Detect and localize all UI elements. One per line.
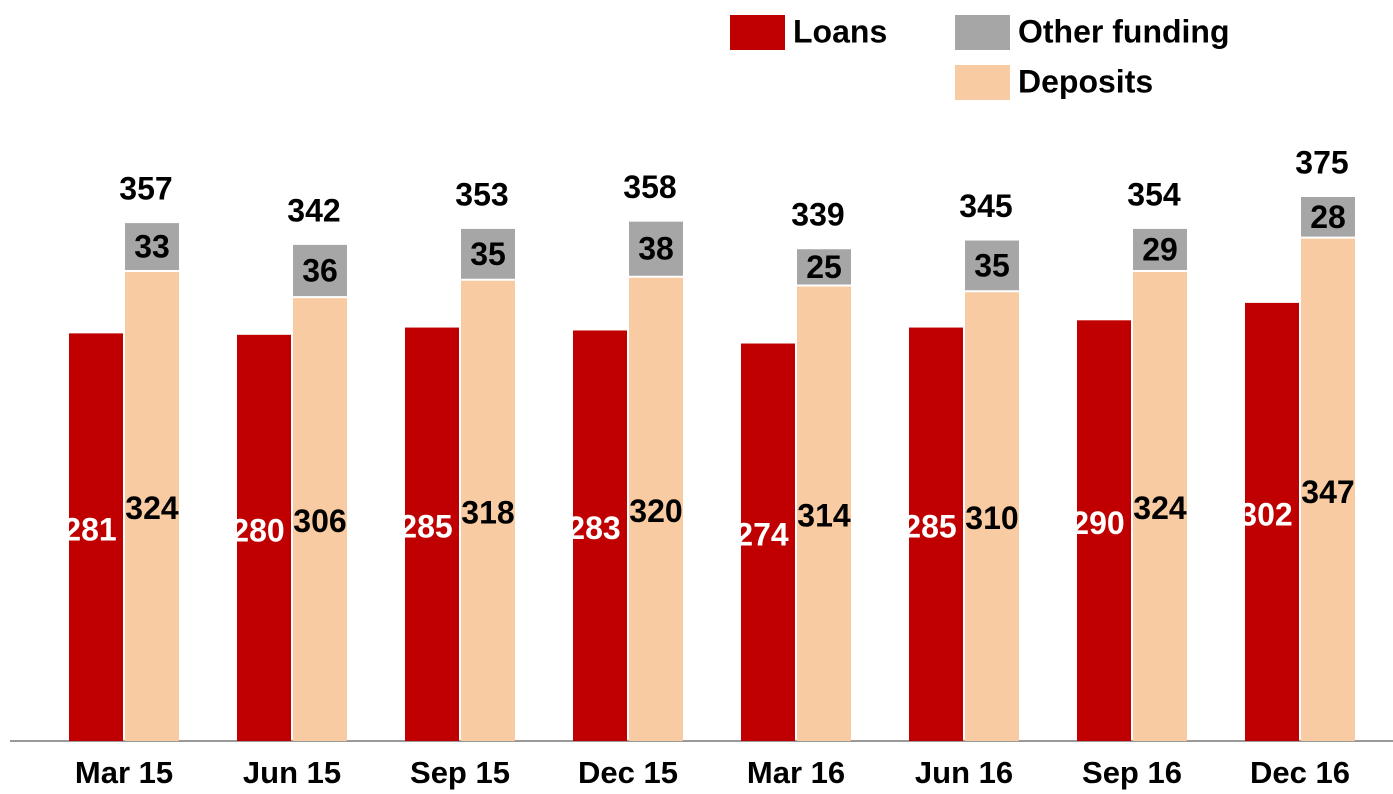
legend-swatch [955, 65, 1010, 100]
value-label: 28 [1310, 199, 1346, 235]
bar [237, 334, 291, 741]
bar [69, 333, 123, 741]
value-label: 324 [1133, 490, 1187, 526]
value-label: 35 [470, 236, 506, 272]
x-tick-label: Mar 16 [747, 755, 845, 790]
x-tick-label: Sep 15 [410, 755, 510, 790]
value-label: 33 [134, 229, 170, 265]
total-label: 354 [1127, 176, 1181, 212]
value-label: 320 [629, 493, 682, 529]
bar [1133, 270, 1187, 741]
bar [909, 327, 963, 741]
total-label: 345 [959, 188, 1012, 224]
value-label: 290 [1071, 505, 1124, 541]
total-label: 357 [119, 171, 172, 207]
x-tick-label: Jun 15 [243, 755, 341, 790]
value-label: 285 [903, 509, 956, 545]
bar [965, 291, 1019, 741]
value-label: 302 [1239, 496, 1292, 532]
value-label: 281 [63, 512, 116, 548]
value-label: 38 [638, 231, 674, 267]
value-label: 324 [125, 490, 179, 526]
value-label: 29 [1142, 231, 1178, 267]
bar [1245, 302, 1299, 741]
bar [461, 279, 515, 741]
bar [1077, 320, 1131, 741]
value-label: 25 [806, 249, 842, 285]
value-label: 347 [1301, 474, 1354, 510]
x-tick-label: Dec 16 [1250, 755, 1350, 790]
value-label: 283 [567, 510, 620, 546]
value-label: 306 [293, 503, 346, 539]
bar [797, 249, 851, 286]
legend-label: Deposits [1018, 63, 1153, 99]
total-label: 339 [791, 197, 844, 233]
x-tick-label: Sep 16 [1082, 755, 1182, 790]
total-label: 342 [287, 192, 340, 228]
value-label: 35 [974, 247, 1010, 283]
bar [293, 244, 347, 298]
value-label: 280 [231, 512, 284, 548]
value-label: 285 [399, 509, 452, 545]
total-label: 353 [455, 176, 508, 212]
bar [125, 270, 179, 741]
bar [573, 330, 627, 741]
legend-label: Loans [793, 13, 887, 49]
value-label: 318 [461, 494, 514, 530]
value-label: 310 [965, 500, 1018, 536]
value-label: 36 [302, 252, 338, 288]
bar [125, 223, 179, 271]
bar [1301, 237, 1355, 742]
bar [1301, 197, 1355, 238]
value-label: 314 [797, 497, 851, 533]
legend-label: Other funding [1018, 13, 1230, 49]
total-label: 375 [1295, 144, 1348, 180]
bar [629, 276, 683, 741]
x-tick-label: Jun 16 [915, 755, 1013, 790]
bar [629, 221, 683, 277]
bar [965, 240, 1019, 292]
x-tick-label: Mar 15 [75, 755, 173, 790]
value-label: 274 [735, 517, 789, 553]
bar [293, 297, 347, 741]
bar [461, 228, 515, 280]
bar [797, 285, 851, 741]
bar [741, 343, 795, 741]
total-label: 358 [623, 169, 676, 205]
bar [1133, 228, 1187, 271]
legend-swatch [730, 15, 785, 50]
bar [405, 327, 459, 741]
x-tick-label: Dec 15 [578, 755, 678, 790]
legend-swatch [955, 15, 1010, 50]
